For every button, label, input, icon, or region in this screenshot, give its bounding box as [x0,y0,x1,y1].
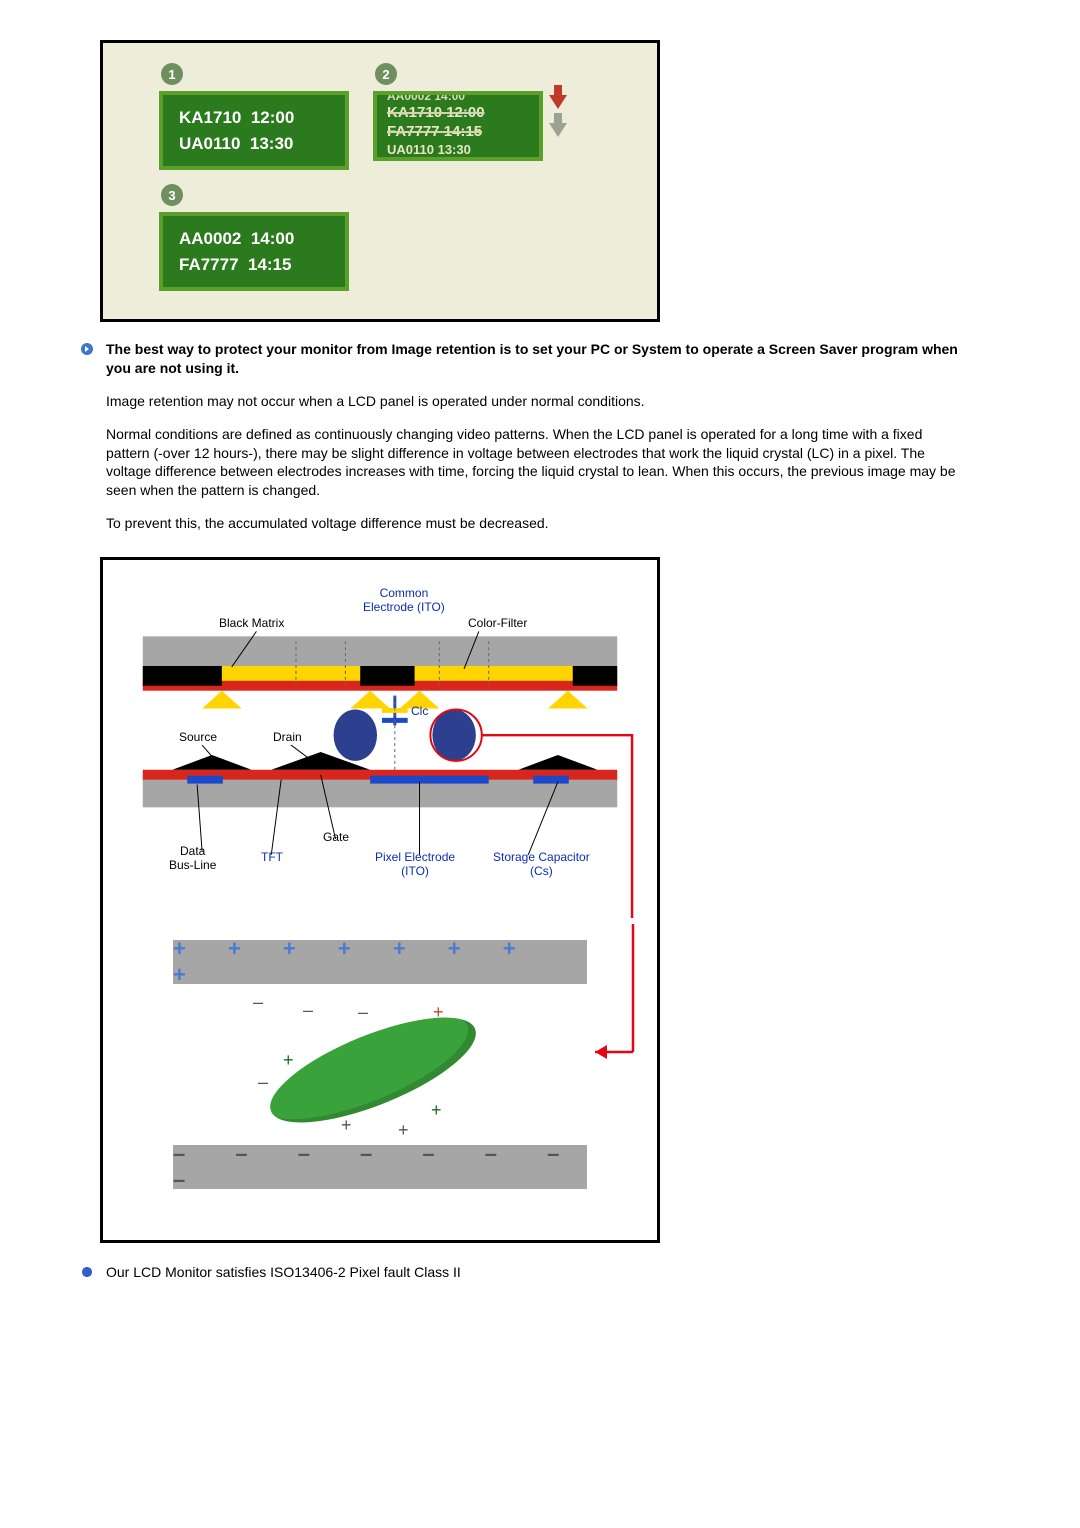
compliance-bullet-icon [80,1265,94,1279]
scroll-arrow-grey-icon [549,123,567,137]
label-tft: TFT [261,850,283,864]
panel-2-row-mid1: KA1710 12:00 [387,104,529,123]
panel-1-badge: 1 [161,63,183,85]
figure-schedule-panels: 1 KA1710 12:00 UA0110 13:30 2 AA0002 14:… [100,40,660,322]
panel-1-wrap: 1 KA1710 12:00 UA0110 13:30 [159,63,349,170]
charge-minus-bar: – – – – – – – – [173,1145,587,1189]
label-drain: Drain [273,730,302,744]
label-gate: Gate [323,830,349,844]
panel-3-line-1: FA7777 14:15 [179,252,329,278]
panel-2-arrows [549,95,567,151]
panel-1-line-0: KA1710 12:00 [179,105,329,131]
panel-1: KA1710 12:00 UA0110 13:30 [159,91,349,170]
panel-2-row-top: AA0002 14:00 [387,91,529,104]
panel-3-line-0: AA0002 14:00 [179,226,329,252]
label-clc: Clc [411,704,428,718]
panel-3-badge: 3 [161,184,183,206]
figure-lcd-cross-section: Common Electrode (ITO) Black Matrix Colo… [100,557,660,1243]
info-text-1: The best way to protect your monitor fro… [106,340,960,547]
compliance-text-wrap: Our LCD Monitor satisfies ISO13406-2 Pix… [106,1263,461,1296]
panel-2-box: AA0002 14:00 KA1710 12:00 FA7777 14:15 U… [373,91,567,161]
info-block-1: The best way to protect your monitor fro… [80,340,1000,547]
charge-plus-bar: + + + + + + + + [173,940,587,984]
panel-2-wrap: 2 AA0002 14:00 KA1710 12:00 FA7777 14:15… [373,63,567,170]
info-paragraph-3: To prevent this, the accumulated voltage… [106,514,960,533]
scroll-arrow-red-icon [549,95,567,109]
lcd-charge-diagram: + + + + + + + + – – – + – – + + + + + – … [123,930,637,1210]
panel-2: AA0002 14:00 KA1710 12:00 FA7777 14:15 U… [373,91,543,161]
compliance-block: Our LCD Monitor satisfies ISO13406-2 Pix… [80,1263,1000,1296]
label-black-matrix: Black Matrix [219,616,284,630]
label-common-electrode: Common Electrode (ITO) [363,586,445,614]
label-pixel-electrode: Pixel Electrode (ITO) [375,850,455,878]
panel-2-row-bottom: UA0110 13:30 [387,142,529,158]
label-color-filter: Color-Filter [468,616,527,630]
panels-top-row: 1 KA1710 12:00 UA0110 13:30 2 AA0002 14:… [159,63,633,170]
info-bold-paragraph: The best way to protect your monitor fro… [106,340,960,378]
info-paragraph-2: Normal conditions are defined as continu… [106,425,960,501]
panel-3: AA0002 14:00 FA7777 14:15 [159,212,349,291]
panel-3-wrap: 3 AA0002 14:00 FA7777 14:15 [159,184,633,291]
label-storage-cap: Storage Capacitor (Cs) [493,850,590,878]
panel-2-badge: 2 [375,63,397,85]
panel-1-line-1: UA0110 13:30 [179,131,329,157]
red-callout-arrow-icon [593,924,639,1074]
info-paragraph-1: Image retention may not occur when a LCD… [106,392,960,411]
bullet-arrow-icon [80,342,94,356]
label-data-busline: Data Bus-Line [169,844,216,872]
lcd-cross-section-svg: Common Electrode (ITO) Black Matrix Colo… [123,580,637,920]
label-source: Source [179,730,217,744]
panel-2-row-mid2: FA7777 14:15 [387,123,529,142]
compliance-text: Our LCD Monitor satisfies ISO13406-2 Pix… [106,1263,461,1282]
